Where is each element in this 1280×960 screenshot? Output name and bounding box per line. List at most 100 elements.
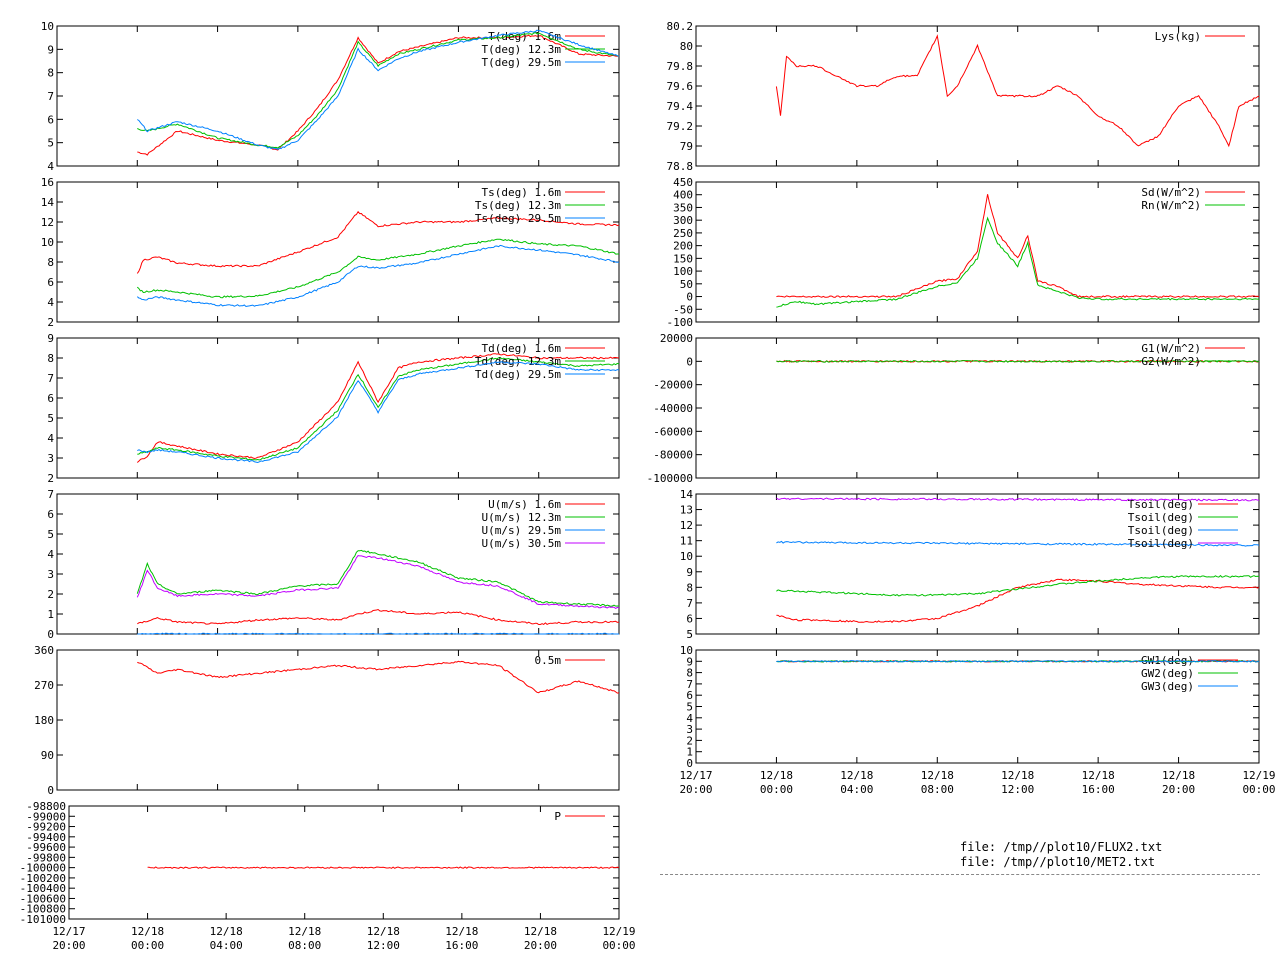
y-tick-label: 8 — [47, 352, 54, 365]
x-tick-time: 20:00 — [524, 939, 557, 952]
legend-label: GW1(deg) — [1141, 654, 1194, 667]
y-tick-label: 250 — [673, 227, 693, 240]
y-tick-label: 4 — [47, 296, 54, 309]
legend-label: GW3(deg) — [1141, 680, 1194, 693]
series-line — [137, 632, 619, 635]
series-line — [136, 549, 619, 607]
y-tick-label: 6 — [47, 276, 54, 289]
y-tick-label: -101000 — [20, 913, 66, 926]
y-tick-label: 1 — [686, 746, 693, 759]
y-tick-label: -50 — [673, 303, 693, 316]
footer-divider — [660, 874, 1260, 875]
y-tick-label: -100800 — [20, 903, 66, 916]
y-tick-label: 12 — [41, 216, 54, 229]
x-tick-date: 12/18 — [131, 925, 164, 938]
x-tick-date: 12/18 — [921, 769, 954, 782]
series-line — [776, 659, 1260, 663]
y-tick-label: 6 — [47, 508, 54, 521]
series-line — [136, 244, 620, 308]
y-tick-label: 2 — [47, 472, 54, 485]
y-tick-label: 50 — [680, 278, 693, 291]
series-line — [776, 540, 1260, 547]
y-tick-label: 79 — [680, 140, 693, 153]
y-tick-label: 3 — [47, 568, 54, 581]
footer-file-1: file: /tmp//plot10/FLUX2.txt — [960, 840, 1163, 854]
panel-wind-speed: 0 1 2 3 4 5 6 7 U(m/s) 1.6mU(m/s) 12.3mU(m/s) 29… — [47, 488, 620, 641]
y-tick-label: 3 — [47, 452, 54, 465]
x-tick-time: 04:00 — [840, 783, 873, 796]
y-tick-label: 180 — [34, 714, 54, 727]
y-tick-label: 5 — [686, 701, 693, 714]
plot-frame — [56, 649, 620, 791]
y-tick-label: 200 — [673, 240, 693, 253]
y-tick-label: 5 — [47, 137, 54, 150]
x-tick-time: 20:00 — [52, 939, 85, 952]
y-tick-label: 8 — [47, 256, 54, 269]
x-tick-date: 12/18 — [840, 769, 873, 782]
x-tick-date: 12/19 — [602, 925, 635, 938]
y-tick-label: 9 — [686, 655, 693, 668]
legend-label: Ts(deg) 12.3m — [475, 199, 561, 212]
x-tick-date: 12/17 — [52, 925, 85, 938]
x-tick-time: 08:00 — [288, 939, 321, 952]
x-tick-time: 20:00 — [1162, 783, 1195, 796]
legend-label: U(m/s) 12.3m — [482, 511, 562, 524]
y-tick-label: 10 — [41, 236, 54, 249]
series-line — [136, 555, 620, 610]
panel-air-temperature: 4 5 6 7 8 9 10 T(deg) 1.6mT(deg) 12.3mT(deg) 29… — [41, 20, 620, 173]
legend-label: U(m/s) 30.5m — [482, 537, 562, 550]
y-tick-label: 14 — [41, 196, 55, 209]
plot-frame — [695, 493, 1260, 635]
y-tick-label: 0 — [686, 291, 693, 304]
y-tick-label: 14 — [680, 488, 694, 501]
x-tick-time: 12:00 — [1001, 783, 1034, 796]
y-tick-label: 5 — [686, 628, 693, 641]
y-tick-label: 9 — [47, 43, 54, 56]
series-line — [776, 216, 1259, 308]
y-tick-label: -99600 — [26, 841, 66, 854]
y-tick-label: 7 — [686, 678, 693, 691]
y-tick-label: 6 — [47, 113, 54, 126]
y-tick-label: -20000 — [653, 379, 693, 392]
y-tick-label: 11 — [680, 535, 693, 548]
panel-soil-heat-flux: -100000 -80000 -60000 -40000 -20000 0 20000 G1(… — [647, 332, 1260, 485]
y-tick-label: 0 — [47, 628, 54, 641]
y-tick-label: -80000 — [653, 449, 693, 462]
legend-label: Tsoil(deg) — [1128, 537, 1194, 550]
plot-frame — [68, 805, 620, 920]
y-tick-label: 300 — [673, 214, 693, 227]
legend-label: P — [554, 810, 561, 823]
y-tick-label: -99200 — [26, 821, 66, 834]
y-tick-label: 150 — [673, 252, 693, 265]
legend-label: Rn(W/m^2) — [1141, 199, 1201, 212]
legend-label: Tsoil(deg) — [1128, 498, 1194, 511]
series-line — [137, 32, 620, 149]
panel-lysimeter: 78.8 79 79.2 79.4 79.6 79.8 80 80.2 Lys(kg) — [667, 20, 1260, 173]
y-tick-label: 360 — [34, 644, 54, 657]
y-tick-label: 7 — [47, 372, 54, 385]
legend-label: G1(W/m^2) — [1141, 342, 1201, 355]
x-tick-date: 12/17 — [679, 769, 712, 782]
y-tick-label: 8 — [686, 581, 693, 594]
y-tick-label: 0 — [686, 757, 693, 770]
x-tick-time: 00:00 — [131, 939, 164, 952]
legend-label: Ts(deg) 1.6m — [482, 186, 562, 199]
legend-label: Tsoil(deg) — [1128, 524, 1194, 537]
series-line — [137, 34, 620, 156]
y-tick-label: 0 — [47, 784, 54, 797]
series-line — [776, 359, 1260, 363]
x-tick-time: 20:00 — [679, 783, 712, 796]
series-line — [147, 866, 620, 869]
y-tick-label: 10 — [680, 644, 693, 657]
y-tick-label: -100000 — [647, 472, 693, 485]
footer-file-2: file: /tmp//plot10/MET2.txt — [960, 855, 1156, 869]
series-line — [136, 238, 619, 299]
series-line — [137, 356, 620, 461]
x-tick-date: 12/18 — [1162, 769, 1195, 782]
y-tick-label: -100400 — [20, 882, 66, 895]
y-tick-label: -100200 — [20, 872, 66, 885]
plot-frame — [695, 181, 1260, 323]
legend-label: U(m/s) 1.6m — [488, 498, 561, 511]
